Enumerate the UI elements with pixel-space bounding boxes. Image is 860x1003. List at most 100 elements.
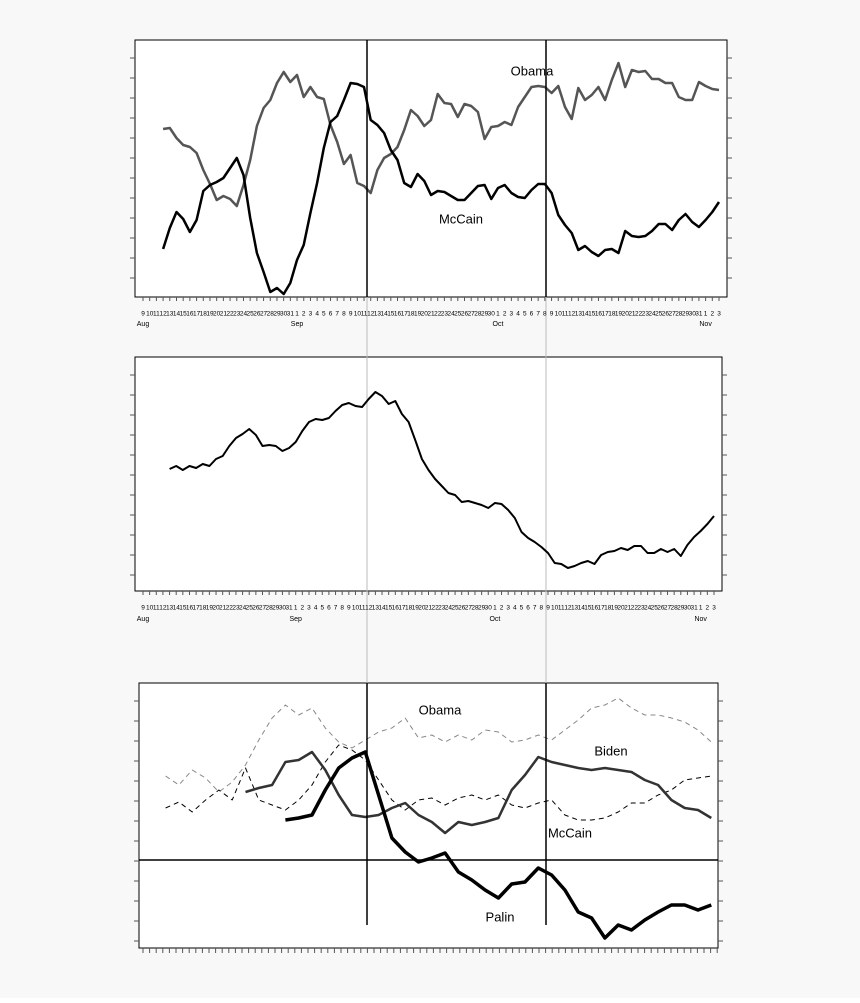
x-tick-label: 27 — [668, 311, 676, 318]
x-tick-label: 23 — [637, 605, 645, 612]
x-tick-label: 26 — [662, 311, 670, 318]
month-label: Oct — [489, 616, 500, 623]
series-line — [161, 81, 721, 296]
x-tick-label: 29 — [478, 605, 486, 612]
x-tick-label: 10 — [551, 605, 559, 612]
x-tick-label: 11 — [359, 605, 366, 612]
x-tick-label: 30 — [684, 605, 692, 612]
x-tick-label: 14 — [173, 311, 181, 318]
x-tick-label: 25 — [246, 605, 254, 612]
x-tick-label: 8 — [342, 311, 346, 318]
x-tick-label: 15 — [179, 605, 187, 612]
month-label: Nov — [694, 616, 707, 623]
x-tick-label: 15 — [588, 311, 596, 318]
x-tick-label: 3 — [717, 311, 721, 318]
month-label: Sep — [291, 321, 304, 328]
x-tick-label: 1 — [496, 311, 500, 318]
x-tick-label: 26 — [458, 605, 466, 612]
x-tick-label: 24 — [644, 605, 652, 612]
x-tick-label: 12 — [159, 311, 167, 318]
x-tick-label: 23 — [642, 311, 650, 318]
x-tick-label: 30 — [689, 311, 697, 318]
x-tick-label: 7 — [335, 311, 339, 318]
x-tick-label: 25 — [454, 311, 462, 318]
x-tick-label: 22 — [432, 605, 440, 612]
x-tick-label: 7 — [334, 605, 338, 612]
x-tick-label: 28 — [474, 311, 482, 318]
x-tick-label: 31 — [287, 311, 295, 318]
x-tick-label: 21 — [425, 605, 433, 612]
x-tick-label: 12 — [159, 605, 167, 612]
x-tick-label: 9 — [141, 605, 145, 612]
x-tick-label: 16 — [595, 311, 603, 318]
x-tick-label: 25 — [451, 605, 459, 612]
x-tick-label: 24 — [239, 605, 247, 612]
series-line — [245, 750, 712, 835]
x-tick-label: 21 — [427, 311, 435, 318]
x-tick-label: 28 — [266, 605, 274, 612]
series-label: Palin — [486, 909, 515, 924]
x-tick-label: 1 — [295, 311, 299, 318]
x-tick-label: 30 — [488, 311, 496, 318]
x-tick-label: 7 — [533, 605, 537, 612]
x-tick-label: 11 — [153, 311, 160, 318]
x-tick-label: 2 — [500, 605, 504, 612]
x-tick-label: 31 — [695, 311, 703, 318]
x-tick-label: 10 — [146, 605, 154, 612]
x-tick-label: 4 — [314, 605, 318, 612]
x-tick-label: 9 — [546, 605, 550, 612]
series-label: Biden — [594, 743, 627, 758]
x-tick-label: 13 — [166, 605, 174, 612]
x-tick-label: 14 — [378, 605, 386, 612]
x-tick-label: 3 — [510, 311, 514, 318]
x-tick-label: 1 — [294, 605, 298, 612]
month-label: Sep — [289, 616, 302, 623]
plot-frame — [134, 39, 728, 298]
x-tick-label: 13 — [571, 605, 579, 612]
x-tick-label: 28 — [675, 311, 683, 318]
x-tick-label: 2 — [503, 311, 507, 318]
x-tick-label: 20 — [212, 605, 220, 612]
x-tick-label: 11 — [361, 311, 368, 318]
x-tick-label: 19 — [611, 605, 619, 612]
x-tick-label: 19 — [206, 311, 214, 318]
x-tick-label: 3 — [309, 311, 313, 318]
x-tick-label: 8 — [540, 605, 544, 612]
x-tick-label: 20 — [421, 311, 429, 318]
x-tick-label: 17 — [193, 311, 201, 318]
x-tick-label: 25 — [247, 311, 255, 318]
x-tick-label: 22 — [635, 311, 643, 318]
x-tick-label: 6 — [530, 311, 534, 318]
x-tick-label: 18 — [199, 605, 207, 612]
x-tick-label: 27 — [664, 605, 672, 612]
x-tick-label: 1 — [699, 605, 703, 612]
x-tick-label: 5 — [322, 311, 326, 318]
x-tick-label: 18 — [200, 311, 208, 318]
x-tick-label: 27 — [259, 605, 267, 612]
x-tick-label: 20 — [622, 311, 630, 318]
x-tick-label: 10 — [354, 311, 362, 318]
x-tick-label: 18 — [608, 311, 616, 318]
x-tick-label: 24 — [648, 311, 656, 318]
x-tick-label: 4 — [513, 605, 517, 612]
x-tick-label: 1 — [704, 311, 708, 318]
plot-frame — [138, 682, 719, 949]
x-tick-label: 26 — [252, 605, 260, 612]
x-tick-label: 7 — [536, 311, 540, 318]
x-tick-label: 17 — [602, 311, 610, 318]
x-tick-label: 9 — [550, 311, 554, 318]
x-tick-label: 20 — [213, 311, 221, 318]
x-tick-label: 23 — [438, 605, 446, 612]
month-label: Oct — [493, 321, 504, 328]
x-tick-label: 10 — [352, 605, 360, 612]
x-tick-label: 9 — [141, 311, 145, 318]
x-tick-label: 19 — [615, 311, 623, 318]
x-tick-label: 29 — [481, 311, 489, 318]
x-tick-label: 29 — [677, 605, 685, 612]
x-tick-label: 15 — [584, 605, 592, 612]
x-tick-label: 2 — [301, 605, 305, 612]
x-tick-label: 12 — [564, 605, 572, 612]
x-tick-label: 9 — [349, 311, 353, 318]
x-tick-label: 14 — [581, 311, 589, 318]
